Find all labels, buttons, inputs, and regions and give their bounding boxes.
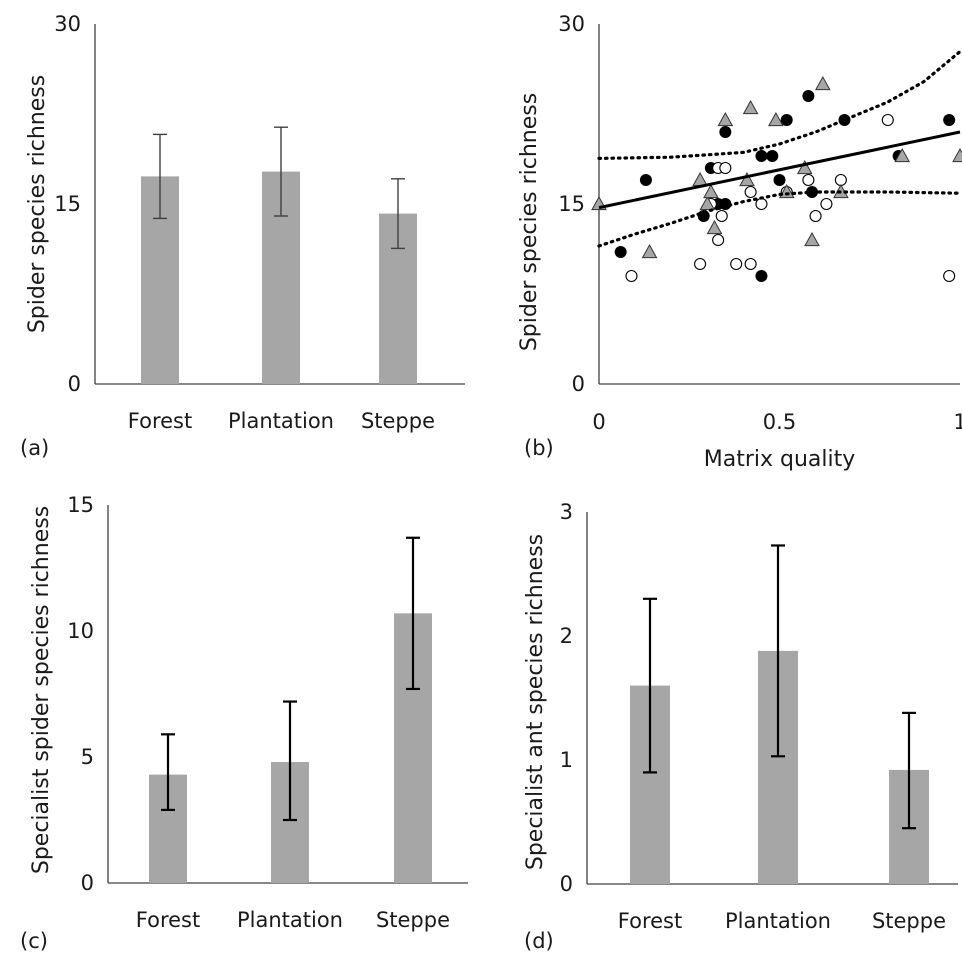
x-category-label: Plantation: [237, 908, 343, 932]
y-tick-label: 0: [560, 872, 573, 896]
x-category-label: Steppe: [376, 908, 450, 932]
data-point-open-circle: [712, 233, 725, 247]
y-tick-label: 30: [54, 12, 81, 36]
y-tick-label: 3: [560, 500, 573, 524]
confidence-band-upper: [597, 50, 962, 160]
data-point-open-circle: [694, 257, 707, 271]
data-point-open-circle: [820, 197, 833, 211]
y-tick-label: 1: [560, 748, 573, 772]
x-category-label: Forest: [136, 908, 200, 932]
panel-d-label: (d): [524, 929, 554, 953]
data-point-triangle: [717, 111, 734, 127]
y-axis-label: Spider species richness: [517, 93, 542, 351]
y-tick-label: 2: [560, 624, 573, 648]
data-point-open-circle: [834, 173, 847, 187]
data-point-triangle: [796, 159, 813, 175]
y-tick-label: 0: [81, 871, 94, 895]
data-point-filled-circle: [719, 126, 732, 138]
x-category-label: Plantation: [725, 909, 831, 933]
panel-a-label: (a): [20, 436, 49, 460]
x-tick-label: 1: [953, 410, 962, 434]
data-point-filled-circle: [773, 174, 786, 186]
data-point-triangle: [692, 171, 708, 187]
x-category-label: Forest: [128, 409, 192, 433]
x-category-label: Steppe: [361, 409, 435, 433]
data-point-triangle: [706, 219, 723, 235]
data-point-filled-circle: [802, 90, 815, 102]
y-axis-label: Spider species richness: [25, 75, 50, 333]
x-tick-label: 0: [592, 410, 605, 434]
data-point-filled-circle: [838, 114, 851, 126]
data-point-open-circle: [802, 173, 815, 187]
data-point-open-circle: [744, 257, 757, 271]
y-axis-label: Specialist spider species richness: [29, 506, 54, 874]
data-point-triangle: [894, 147, 911, 163]
y-tick-label: 5: [81, 745, 94, 769]
y-tick-label: 0: [68, 372, 81, 396]
x-category-label: Forest: [618, 909, 682, 933]
y-tick-label: 10: [67, 619, 94, 643]
data-point-filled-circle: [755, 150, 768, 162]
regression-line: [598, 130, 961, 210]
data-point-filled-circle: [943, 114, 956, 126]
data-point-open-circle: [809, 209, 822, 223]
panel-b-label: (b): [524, 436, 554, 460]
data-point-open-circle: [625, 269, 638, 283]
y-tick-label: 30: [558, 12, 585, 36]
x-axis-label: Matrix quality: [704, 447, 856, 472]
data-point-triangle: [768, 111, 784, 127]
x-tick-label: 0.5: [763, 410, 796, 434]
y-tick-label: 15: [558, 192, 585, 216]
confidence-band-lower: [597, 190, 962, 248]
y-tick-label: 15: [54, 192, 81, 216]
data-point-open-circle: [715, 209, 728, 223]
data-point-triangle: [778, 183, 795, 199]
y-tick-label: 0: [572, 372, 585, 396]
data-point-triangle: [804, 231, 820, 247]
data-point-triangle: [742, 99, 759, 115]
data-point-filled-circle: [780, 114, 793, 126]
data-point-triangle: [739, 171, 755, 187]
data-point-filled-circle: [755, 270, 768, 282]
data-point-open-circle: [943, 269, 956, 283]
data-point-open-circle: [744, 185, 757, 199]
data-point-filled-circle: [614, 246, 627, 258]
panel-c-label: (c): [20, 929, 48, 953]
x-category-label: Plantation: [228, 409, 334, 433]
data-point-filled-circle: [766, 150, 779, 162]
data-point-triangle: [814, 75, 831, 91]
data-point-open-circle: [730, 257, 743, 271]
y-axis-label: Specialist ant species richness: [523, 534, 548, 870]
data-point-open-circle: [719, 161, 732, 175]
data-point-open-circle: [755, 197, 768, 211]
x-category-label: Steppe: [872, 909, 946, 933]
data-point-triangle: [699, 195, 716, 211]
data-point-triangle: [952, 147, 962, 163]
data-point-triangle: [641, 243, 658, 259]
data-point-open-circle: [881, 113, 894, 127]
data-point-filled-circle: [639, 174, 652, 186]
data-point-triangle: [703, 183, 719, 199]
y-tick-label: 15: [67, 493, 94, 517]
